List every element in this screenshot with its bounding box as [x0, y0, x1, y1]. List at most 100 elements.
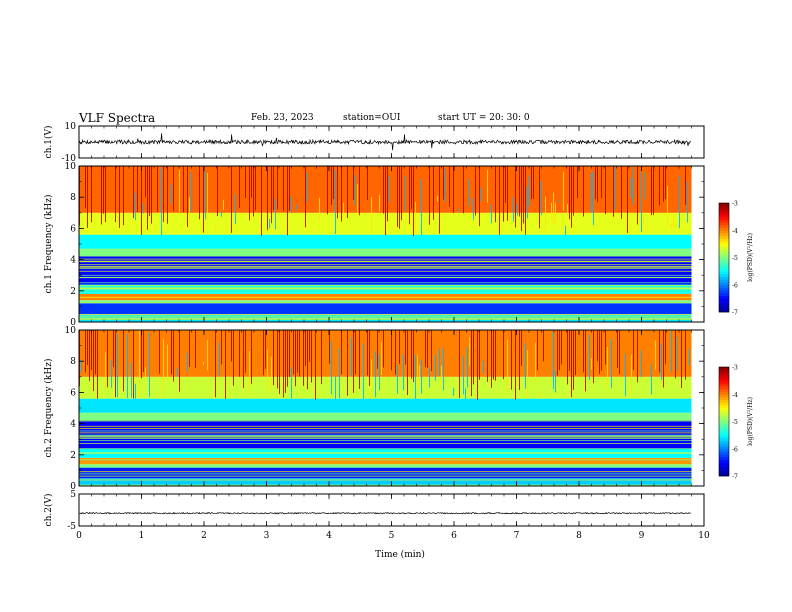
- impulse-streak: [347, 330, 348, 396]
- interference-line: [79, 261, 692, 263]
- colorbar-segment: [719, 298, 729, 302]
- impulse-streak: [665, 166, 666, 200]
- impulse-streak: [307, 330, 308, 390]
- colorbar-segment: [719, 265, 729, 269]
- impulse-streak: [289, 166, 290, 211]
- colorbar-segment: [719, 456, 729, 460]
- impulse-streak: [277, 166, 278, 210]
- impulse-streak: [433, 166, 434, 220]
- impulse-streak: [591, 173, 592, 213]
- impulse-streak: [371, 359, 372, 399]
- colorbar-segment: [719, 473, 729, 477]
- impulse-streak: [653, 166, 654, 215]
- interference-line: [79, 260, 692, 262]
- interference-line: [79, 317, 692, 319]
- colorbar-segment: [719, 205, 729, 209]
- impulse-streak: [553, 192, 554, 225]
- colorbar-tick-label: -4: [732, 392, 738, 399]
- interference-line: [79, 475, 692, 477]
- interference-line: [79, 448, 692, 450]
- impulse-streak: [173, 330, 174, 382]
- spectral-band: [79, 420, 692, 449]
- impulse-streak: [295, 330, 296, 387]
- impulse-streak: [105, 166, 106, 223]
- impulse-streak: [473, 330, 474, 385]
- impulse-streak: [107, 330, 108, 388]
- impulse-streak: [429, 367, 430, 388]
- impulse-streak: [167, 166, 168, 224]
- impulse-streak: [353, 330, 354, 393]
- colorbar-segment: [719, 446, 729, 450]
- x-tick-label: 2: [201, 531, 207, 541]
- impulse-streak: [217, 166, 218, 217]
- ch2-spectrogram-ylabel: ch.2 Frequency (kHz): [43, 359, 54, 458]
- interference-line: [79, 266, 692, 268]
- impulse-streak: [425, 330, 426, 368]
- impulse-streak: [367, 166, 368, 200]
- impulse-streak: [263, 330, 264, 376]
- interference-line: [79, 484, 692, 486]
- impulse-streak: [273, 166, 274, 210]
- impulse-streak: [339, 348, 340, 399]
- colorbar-segment: [719, 462, 729, 466]
- impulse-streak: [491, 204, 492, 224]
- interference-line: [79, 471, 692, 473]
- impulse-streak: [215, 224, 216, 231]
- impulse-streak: [503, 330, 504, 380]
- impulse-streak: [619, 330, 620, 375]
- interference-line: [79, 264, 692, 266]
- impulse-streak: [685, 330, 686, 380]
- colorbar-segment: [719, 249, 729, 253]
- waveform-trace: [78, 511, 691, 515]
- impulse-streak: [531, 166, 532, 200]
- impulse-streak: [467, 346, 468, 388]
- y-tick-label: 0: [70, 482, 76, 492]
- impulse-streak: [363, 343, 364, 400]
- impulse-streak: [265, 330, 266, 369]
- impulse-streak: [615, 166, 616, 210]
- x-tick-label: 9: [639, 531, 645, 541]
- impulse-streak: [483, 361, 484, 374]
- colorbar-segment: [719, 224, 729, 228]
- impulse-streak: [417, 354, 418, 389]
- impulse-streak: [399, 166, 400, 229]
- impulse-streak: [659, 166, 660, 206]
- impulse-streak: [331, 341, 332, 395]
- impulse-streak: [663, 166, 664, 202]
- colorbar-tick-label: -3: [732, 365, 738, 372]
- impulse-streak: [145, 367, 146, 379]
- impulse-streak: [525, 342, 526, 389]
- interference-line: [79, 287, 692, 288]
- impulse-streak: [415, 201, 416, 233]
- impulse-streak: [377, 330, 378, 369]
- impulse-streak: [389, 175, 390, 202]
- colorbar-segment: [719, 227, 729, 231]
- x-axis-label: Time (min): [375, 549, 425, 560]
- impulse-streak: [427, 215, 428, 218]
- impulse-streak: [651, 364, 652, 395]
- impulse-streak: [275, 198, 276, 230]
- interference-line: [79, 473, 692, 475]
- impulse-streak: [221, 212, 222, 217]
- y-tick-label: 2: [70, 451, 76, 461]
- impulse-streak: [191, 172, 192, 212]
- spectrogram-image: [79, 166, 692, 322]
- interference-line: [79, 438, 692, 439]
- interference-line: [79, 467, 692, 468]
- impulse-streak: [555, 370, 556, 393]
- impulse-streak: [477, 330, 478, 400]
- impulse-streak: [285, 330, 286, 393]
- impulse-streak: [207, 339, 208, 371]
- colorbar-segment: [719, 306, 729, 310]
- impulse-streak: [539, 166, 540, 229]
- impulse-streak: [335, 376, 336, 400]
- impulse-streak: [431, 330, 432, 372]
- impulse-streak: [679, 175, 680, 229]
- impulse-streak: [291, 367, 292, 399]
- impulse-streak: [319, 197, 320, 222]
- impulse-streak: [601, 166, 602, 199]
- impulse-streak: [453, 387, 454, 396]
- impulse-streak: [517, 203, 518, 216]
- y-tick-label: 2: [70, 287, 76, 297]
- impulse-streak: [465, 388, 466, 400]
